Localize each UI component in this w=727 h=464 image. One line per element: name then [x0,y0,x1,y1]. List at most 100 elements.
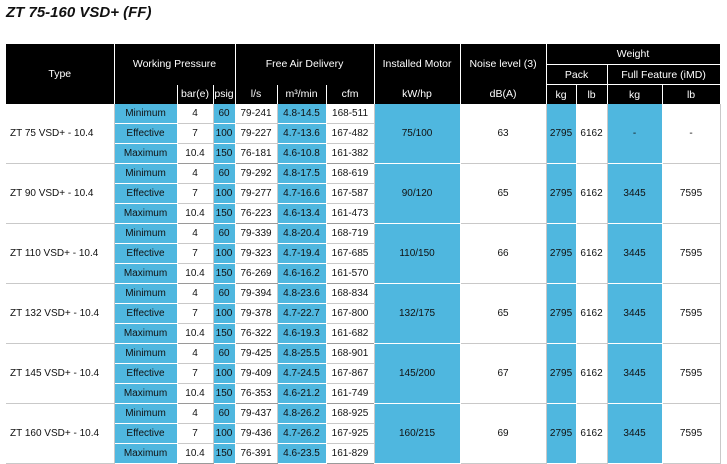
ff-lb-cell: 7595 [662,403,721,464]
pressure-level-cell: Maximum [114,323,178,344]
fad-ls-cell: 76-269 [235,263,278,284]
pressure-psig-cell: 150 [213,323,236,344]
fad-m3min-cell: 4.7-22.7 [277,303,327,324]
noise-dba-cell: 63 [460,104,547,164]
header-working-pressure: Working Pressure [113,44,236,85]
header-kwhp: kW/hp [373,84,461,104]
fad-cfm-cell: 161-473 [326,203,375,224]
fad-ls-cell: 76-223 [235,203,278,224]
fad-m3min-cell: 4.7-13.6 [277,123,327,144]
fad-ls-cell: 79-378 [235,303,278,324]
pack-lb-cell: 6162 [576,223,608,284]
pressure-psig-cell: 150 [213,383,236,404]
fad-ls-cell: 79-437 [235,403,278,424]
fad-cfm-cell: 167-800 [326,303,375,324]
fad-ls-cell: 79-227 [235,123,278,144]
fad-ls-cell: 79-323 [235,243,278,264]
pack-kg-cell: 2795 [546,163,577,224]
motor-kwhp-cell: 132/175 [374,283,461,344]
pressure-psig-cell: 60 [213,163,236,184]
pack-kg-cell: 2795 [546,104,577,164]
model-type-cell: ZT 160 VSD+ - 10.4 [6,403,115,464]
header-pack: Pack [545,64,608,85]
fad-ls-cell: 76-391 [235,443,278,464]
fad-m3min-cell: 4.8-17.5 [277,163,327,184]
pressure-level-cell: Effective [114,303,178,324]
fad-m3min-cell: 4.8-23.6 [277,283,327,304]
pressure-psig-cell: 150 [213,443,236,464]
pressure-bar-cell: 4 [177,163,214,184]
pressure-bar-cell: 4 [177,403,214,424]
fad-ls-cell: 76-322 [235,323,278,344]
ff-lb-cell: - [662,104,721,164]
fad-cfm-cell: 161-829 [326,443,375,464]
motor-kwhp-cell: 90/120 [374,163,461,224]
fad-cfm-cell: 168-834 [326,283,375,304]
fad-m3min-cell: 4.7-24.5 [277,363,327,384]
table-row: Effective 7 100 79-409 4.7-24.5 167-867 [6,363,720,384]
fad-ls-cell: 79-277 [235,183,278,204]
pack-lb-cell: 6162 [576,403,608,464]
pressure-psig-cell: 100 [213,423,236,444]
pressure-psig-cell: 150 [213,203,236,224]
header-ff-kg: kg [606,84,663,104]
fad-ls-cell: 79-425 [235,343,278,364]
ff-kg-cell: 3445 [607,223,663,284]
table-row: Effective 7 100 79-277 4.7-16.6 167-587 [6,183,720,204]
pressure-psig-cell: 100 [213,123,236,144]
header-m3min: m³/min [276,84,327,104]
fad-m3min-cell: 4.6-16.2 [277,263,327,284]
table-row: Effective 7 100 79-323 4.7-19.4 167-685 [6,243,720,264]
fad-ls-cell: 76-181 [235,143,278,164]
pressure-bar-cell: 7 [177,303,214,324]
fad-cfm-cell: 161-382 [326,143,375,164]
pack-lb-cell: 6162 [576,104,608,164]
pressure-psig-cell: 60 [213,403,236,424]
fad-cfm-cell: 167-867 [326,363,375,384]
header-pack-kg: kg [545,84,577,104]
table-row: Maximum 10.4 150 76-181 4.6-10.8 161-382 [6,143,720,164]
ff-lb-cell: 7595 [662,223,721,284]
fad-ls-cell: 76-353 [235,383,278,404]
pressure-psig-cell: 100 [213,243,236,264]
pressure-bar-cell: 10.4 [177,383,214,404]
fad-ls-cell: 79-394 [235,283,278,304]
ff-kg-cell: 3445 [607,343,663,404]
pressure-level-cell: Minimum [114,283,178,304]
motor-kwhp-cell: 75/100 [374,104,461,164]
fad-ls-cell: 79-292 [235,163,278,184]
pack-lb-cell: 6162 [576,343,608,404]
ff-kg-cell: 3445 [607,403,663,464]
ff-lb-cell: 7595 [662,343,721,404]
fad-cfm-cell: 167-587 [326,183,375,204]
model-type-cell: ZT 90 VSD+ - 10.4 [6,163,115,224]
table-row: Effective 7 100 79-436 4.7-26.2 167-925 [6,423,720,444]
pack-kg-cell: 2795 [546,343,577,404]
pressure-psig-cell: 150 [213,263,236,284]
pressure-bar-cell: 7 [177,123,214,144]
fad-m3min-cell: 4.6-23.5 [277,443,327,464]
pressure-bar-cell: 7 [177,363,214,384]
table-row: Effective 7 100 79-378 4.7-22.7 167-800 [6,303,720,324]
pressure-psig-cell: 60 [213,343,236,364]
fad-cfm-cell: 168-719 [326,223,375,244]
ff-kg-cell: - [607,104,663,164]
table-row: ZT 132 VSD+ - 10.4 Minimum 4 60 79-394 4.8-23… [6,283,721,344]
pressure-bar-cell: 10.4 [177,323,214,344]
fad-m3min-cell: 4.6-21.2 [277,383,327,404]
table-body: ZT 75 VSD+ - 10.4 Minimum 4 60 79-241 4.8-14.… [6,104,721,464]
fad-ls-cell: 79-436 [235,423,278,444]
noise-dba-cell: 67 [460,343,547,404]
header-full-feature: Full Feature (iMD) [606,64,721,85]
pressure-psig-cell: 100 [213,363,236,384]
header-free-air-delivery: Free Air Delivery [234,44,375,85]
noise-dba-cell: 65 [460,283,547,344]
fad-cfm-cell: 168-511 [326,104,375,124]
pressure-level-cell: Maximum [114,383,178,404]
fad-cfm-cell: 167-685 [326,243,375,264]
fad-m3min-cell: 4.7-19.4 [277,243,327,264]
fad-ls-cell: 79-241 [235,104,278,124]
pressure-bar-cell: 7 [177,183,214,204]
fad-ls-cell: 79-339 [235,223,278,244]
pressure-level-cell: Effective [114,123,178,144]
